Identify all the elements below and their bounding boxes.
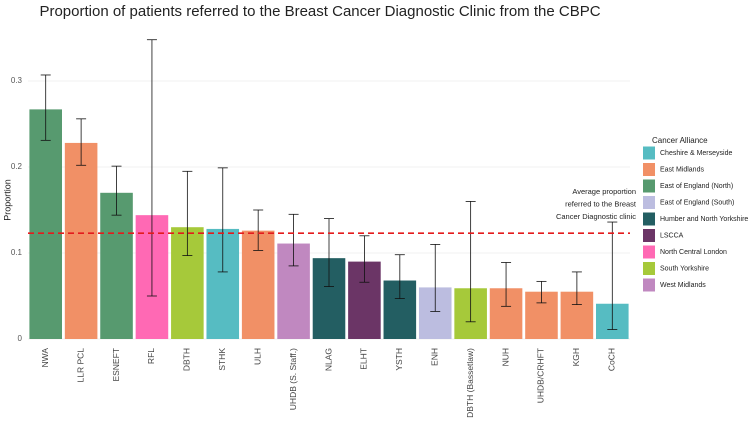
legend-label: Cheshire & Merseyside <box>660 150 732 157</box>
x-tick-label: RFL <box>146 348 156 364</box>
legend-swatch <box>643 196 655 209</box>
x-tick-label: KGH <box>571 348 581 366</box>
bar <box>29 109 62 339</box>
x-tick-label: ENH <box>429 348 439 366</box>
legend-swatch <box>643 163 655 176</box>
x-tick-label: ELHT <box>359 348 369 370</box>
legend-label: East of England (North) <box>660 183 733 190</box>
annotation: referred to the Breast <box>565 199 637 208</box>
legend-swatch <box>643 229 655 242</box>
annotation: Average proportion <box>572 187 636 196</box>
legend-label: Humber and North Yorkshire <box>660 216 748 223</box>
bar <box>64 142 98 339</box>
x-tick-label: ULH <box>252 348 262 365</box>
y-tick-label: 0.3 <box>11 76 23 85</box>
y-tick-label: 0 <box>18 334 23 343</box>
legend-label: East Midlands <box>660 166 704 173</box>
x-tick-label: YSTH <box>394 348 404 371</box>
legend-title: Cancer Alliance <box>652 136 708 145</box>
legend-swatch <box>643 146 655 160</box>
legend-swatch <box>643 179 655 193</box>
legend-label: North Central London <box>660 249 727 256</box>
x-tick-label: LLR PCL <box>75 348 85 383</box>
x-tick-label: ESNEFT <box>111 348 121 382</box>
x-tick-label: DBTH <box>182 348 192 371</box>
y-tick-label: 0.2 <box>11 162 23 171</box>
y-tick-label: 0.1 <box>11 248 23 257</box>
x-tick-label: CoCH <box>607 348 617 371</box>
x-tick-label: UHDB (S. Staff.) <box>288 348 298 410</box>
legend-label: South Yorkshire <box>660 265 709 272</box>
legend-label: West Midlands <box>660 282 706 289</box>
legend-label: LSCCA <box>660 232 684 239</box>
legend-label: East of England (South) <box>660 199 734 206</box>
bar <box>100 192 133 339</box>
x-tick-label: DBTH (Bassetlaw) <box>465 348 475 418</box>
x-tick-label: STHK <box>217 348 227 371</box>
chart-title: Proportion of patients referred to the B… <box>39 3 600 20</box>
x-tick-label: UHDB/CRHFT <box>536 348 546 403</box>
legend-swatch <box>643 245 655 259</box>
legend-swatch <box>643 212 655 226</box>
x-tick-label: NUH <box>500 348 510 366</box>
annotation: Cancer Diagnostic clinic <box>556 212 636 221</box>
legend-swatch <box>643 262 655 275</box>
legend-swatch <box>643 278 655 292</box>
y-axis-label: Proportion <box>2 179 12 221</box>
x-tick-label: NWA <box>40 348 50 368</box>
x-tick-label: NLAG <box>323 348 333 371</box>
